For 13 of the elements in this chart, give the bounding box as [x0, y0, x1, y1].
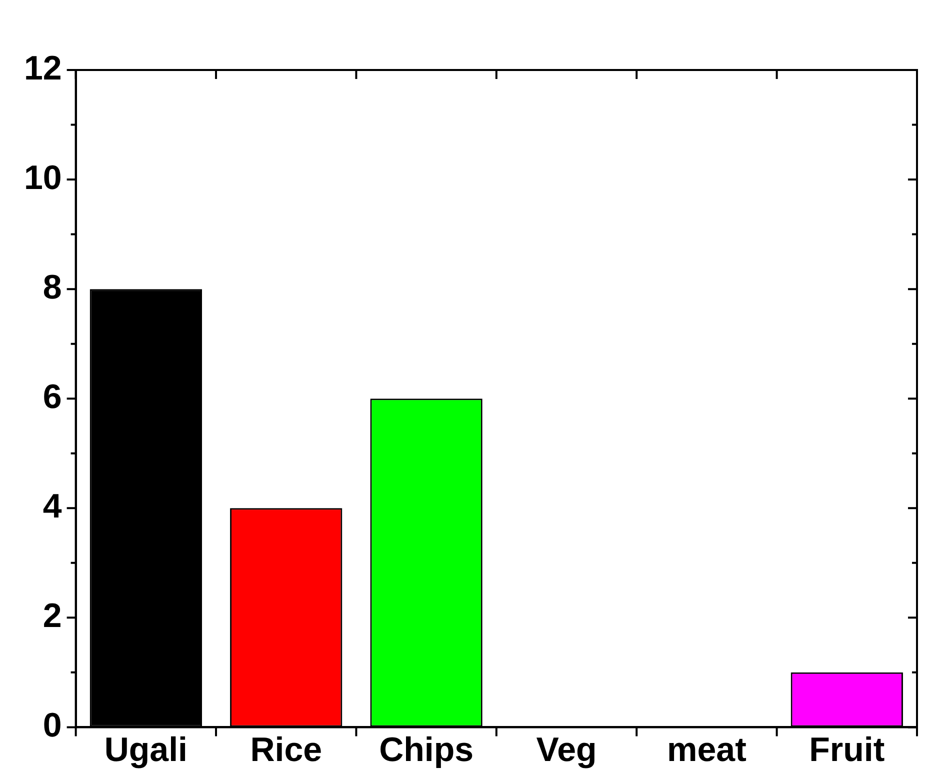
x-tick-label: Fruit — [809, 730, 885, 769]
y-tick-label: 10 — [24, 158, 62, 197]
y-tick-label: 4 — [42, 488, 62, 526]
x-tick-label: meat — [667, 730, 746, 769]
x-tick-label: Veg — [536, 730, 597, 769]
x-tick-label: Rice — [250, 730, 322, 769]
y-tick-label: 0 — [42, 706, 62, 745]
x-tick-label: Ugali — [104, 730, 188, 769]
y-tick-label: 6 — [42, 378, 62, 416]
y-tick-label: 2 — [42, 597, 62, 636]
x-tick-label: Chips — [379, 730, 474, 769]
y-tick-label: 12 — [24, 49, 62, 88]
y-tick-label: 8 — [42, 268, 62, 306]
